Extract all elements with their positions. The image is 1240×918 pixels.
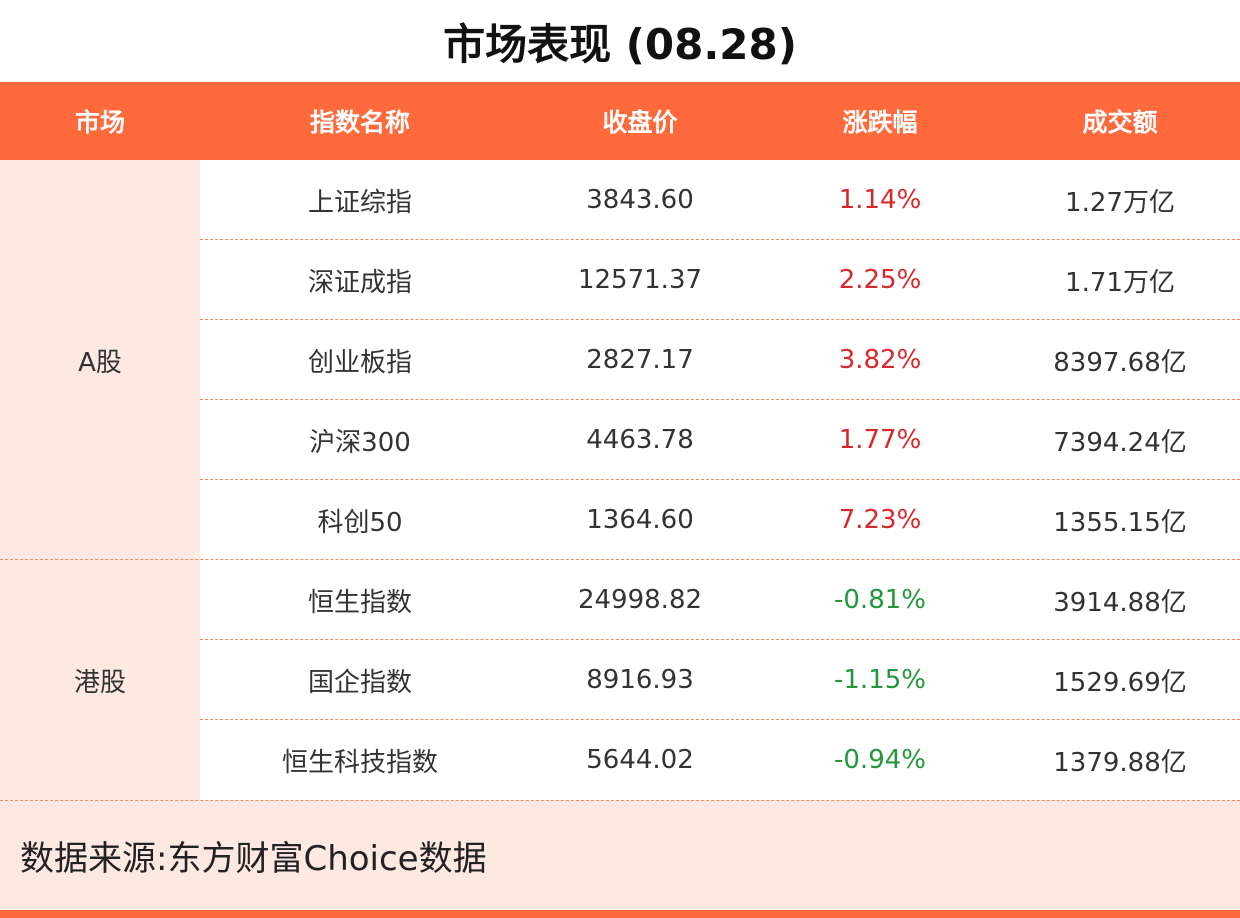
footer: 数据来源:东方财富Choice数据 — [20, 838, 487, 879]
turnover: 1379.88亿 — [1053, 747, 1187, 778]
turnover: 1.71万亿 — [1065, 267, 1175, 298]
index-name: 国企指数 — [307, 667, 412, 698]
bottom-bar — [0, 910, 1240, 918]
title: 市场表现 (08.28) — [443, 19, 797, 69]
group-divider — [0, 559, 1240, 560]
row-divider — [200, 639, 1240, 640]
close-price: 1364.60 — [586, 505, 694, 535]
change: 1.14% — [838, 185, 922, 215]
index-name: 上证综指 — [307, 187, 412, 218]
change: -1.15% — [834, 665, 926, 695]
index-name: 沪深300 — [309, 427, 411, 458]
close-price: 12571.37 — [577, 265, 703, 295]
header-cell: 市场 — [74, 108, 125, 137]
market-cell: 港股 — [0, 560, 200, 800]
close-price: 3843.60 — [586, 185, 694, 215]
close-price: 24998.82 — [577, 585, 703, 615]
row-divider — [200, 239, 1240, 240]
close-price: 4463.78 — [586, 425, 694, 455]
change: 3.82% — [838, 345, 922, 375]
index-name: 深证成指 — [307, 267, 412, 298]
header-cell: 指数名称 — [309, 108, 410, 137]
header-cell: 涨跌幅 — [842, 108, 918, 137]
turnover: 7394.24亿 — [1053, 427, 1187, 458]
turnover: 1529.69亿 — [1053, 667, 1187, 698]
market-cell: A股 — [0, 160, 200, 560]
index-name: 恒生科技指数 — [281, 747, 438, 778]
header-cell: 成交额 — [1082, 108, 1158, 137]
change: 1.77% — [838, 425, 922, 455]
footer-bg — [0, 800, 1240, 910]
header-cell: 收盘价 — [602, 108, 678, 137]
close-price: 2827.17 — [586, 345, 694, 375]
row-divider — [200, 479, 1240, 480]
change: -0.81% — [834, 585, 926, 615]
turnover: 3914.88亿 — [1053, 587, 1187, 618]
index-name: 科创50 — [317, 507, 403, 538]
turnover: 1355.15亿 — [1053, 507, 1187, 538]
turnover: 8397.68亿 — [1053, 347, 1187, 378]
change: -0.94% — [834, 745, 926, 775]
index-name: 创业板指 — [307, 347, 412, 378]
close-price: 5644.02 — [586, 745, 694, 775]
row-divider — [200, 319, 1240, 320]
close-price: 8916.93 — [586, 665, 694, 695]
row-divider — [200, 719, 1240, 720]
turnover: 1.27万亿 — [1065, 187, 1175, 218]
index-name: 恒生指数 — [307, 587, 412, 618]
change: 7.23% — [838, 505, 922, 535]
header-row — [0, 82, 1240, 160]
change: 2.25% — [838, 265, 922, 295]
row-divider — [200, 399, 1240, 400]
